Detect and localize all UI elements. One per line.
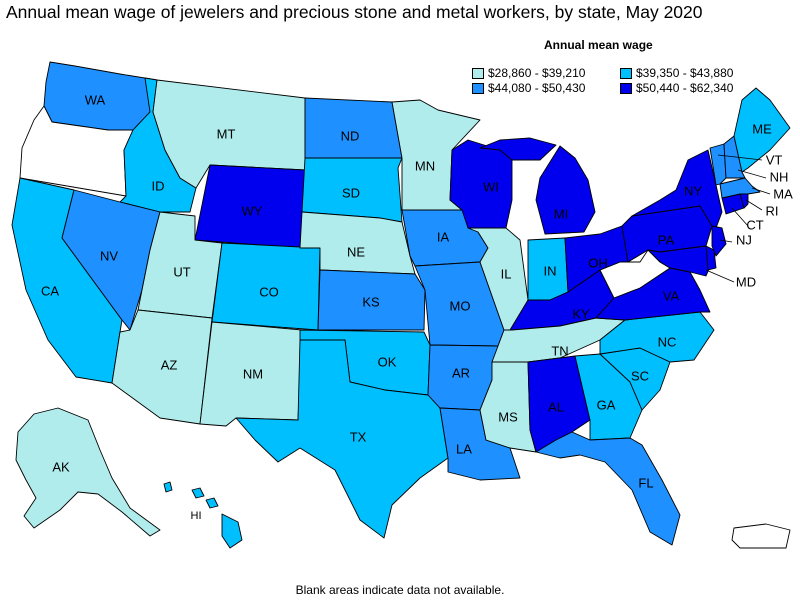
- label-CO: CO: [259, 284, 279, 299]
- label-TN: TN: [551, 343, 568, 358]
- state-VT[interactable]: [709, 143, 727, 186]
- label-IN: IN: [544, 263, 557, 278]
- label-WA: WA: [85, 92, 106, 107]
- state-HI-3[interactable]: [205, 497, 219, 509]
- state-MI[interactable]: [535, 145, 596, 235]
- state-TX[interactable]: [235, 339, 449, 539]
- state-MI-UP[interactable]: [479, 137, 557, 161]
- label-AK: AK: [52, 459, 70, 474]
- label-LA: LA: [456, 441, 472, 456]
- label-SD: SD: [342, 185, 360, 200]
- label-ND: ND: [341, 128, 360, 143]
- legend-swatch: [620, 67, 632, 79]
- state-OH[interactable]: [564, 225, 629, 293]
- legend-title: Annual mean wage: [544, 38, 653, 52]
- map-title: Annual mean wage of jewelers and preciou…: [6, 2, 703, 22]
- leader-MD: [705, 269, 735, 283]
- label-AZ: AZ: [161, 357, 178, 372]
- leader-CT: [731, 207, 749, 227]
- state-NV[interactable]: [61, 189, 161, 331]
- label-VT: VT: [766, 152, 783, 167]
- legend-label: $44,080 - $50,430: [488, 81, 586, 95]
- legend-item-bin-1: $39,350 - $43,880: [620, 66, 733, 80]
- leader-VT: [717, 154, 763, 161]
- label-MN: MN: [415, 158, 435, 173]
- label-VA: VA: [663, 288, 680, 303]
- legend-item-bin-3: $50,440 - $62,340: [620, 81, 733, 95]
- leader-RI: [745, 199, 763, 211]
- label-NV: NV: [100, 248, 118, 263]
- label-GA: GA: [597, 397, 616, 412]
- label-FL: FL: [638, 475, 653, 490]
- footnote: Blank areas indicate data not available.: [295, 583, 505, 597]
- label-OH: OH: [588, 255, 608, 270]
- leader-NJ: [719, 239, 733, 243]
- label-ME: ME: [752, 121, 772, 136]
- state-HI-4[interactable]: [221, 513, 243, 549]
- label-HI: HI: [191, 510, 202, 522]
- state-WI[interactable]: [449, 139, 513, 229]
- state-NJ[interactable]: [711, 225, 727, 257]
- label-NJ: NJ: [736, 232, 752, 247]
- label-CA: CA: [41, 283, 59, 298]
- label-MS: MS: [498, 409, 518, 424]
- state-KS[interactable]: [317, 269, 426, 331]
- state-DE[interactable]: [705, 245, 717, 271]
- legend-swatch: [620, 82, 632, 94]
- label-MI: MI: [554, 206, 568, 221]
- label-KS: KS: [362, 294, 380, 309]
- label-NH: NH: [770, 169, 789, 184]
- label-TX: TX: [350, 429, 367, 444]
- label-SC: SC: [631, 368, 649, 383]
- legend-label: $39,350 - $43,880: [636, 66, 734, 80]
- label-KY: KY: [572, 306, 590, 321]
- legend-item-bin-2: $44,080 - $50,430: [472, 81, 585, 95]
- state-FL[interactable]: [535, 431, 681, 546]
- label-CT: CT: [746, 217, 763, 232]
- state-HI-1[interactable]: [163, 481, 173, 493]
- label-MD: MD: [736, 274, 756, 289]
- label-MO: MO: [450, 298, 471, 313]
- label-OK: OK: [378, 354, 397, 369]
- label-IA: IA: [437, 229, 450, 244]
- label-IL: IL: [501, 266, 512, 281]
- label-NE: NE: [347, 244, 365, 259]
- legend-item-bin-0: $28,860 - $39,210: [472, 66, 585, 80]
- legend-label: $50,440 - $62,340: [636, 81, 734, 95]
- state-MA[interactable]: [719, 177, 761, 199]
- leader-MA: [751, 187, 771, 195]
- label-NM: NM: [243, 366, 263, 381]
- state-HI-2[interactable]: [191, 487, 205, 499]
- state-AK[interactable]: [15, 407, 161, 537]
- legend-swatch: [472, 82, 484, 94]
- label-WI: WI: [483, 179, 499, 194]
- legend-label: $28,860 - $39,210: [488, 66, 586, 80]
- label-NY: NY: [684, 183, 702, 198]
- leader-NH: [737, 169, 767, 179]
- state-ME[interactable]: [733, 87, 791, 173]
- label-AR: AR: [452, 365, 470, 380]
- label-NC: NC: [658, 334, 677, 349]
- label-ID: ID: [152, 178, 165, 193]
- state-MD[interactable]: [647, 245, 713, 277]
- legend-swatch: [472, 67, 484, 79]
- label-WY: WY: [242, 203, 263, 218]
- label-PA: PA: [658, 232, 675, 247]
- label-AL: AL: [548, 399, 564, 414]
- label-MA: MA: [773, 186, 793, 201]
- label-RI: RI: [766, 203, 779, 218]
- state-PR[interactable]: [731, 523, 791, 549]
- label-UT: UT: [173, 264, 190, 279]
- label-MT: MT: [217, 126, 236, 141]
